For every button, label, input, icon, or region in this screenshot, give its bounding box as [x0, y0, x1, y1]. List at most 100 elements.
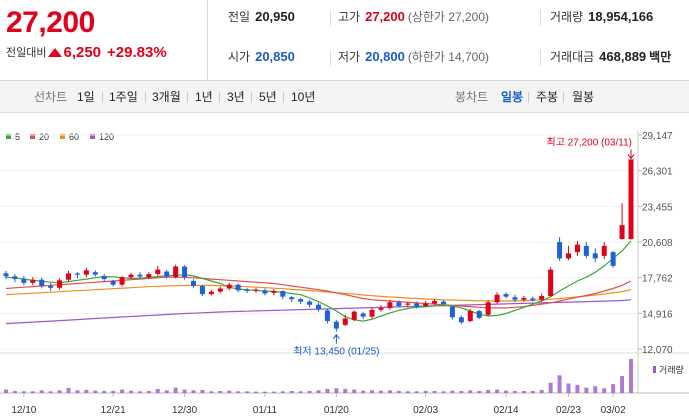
stat-amount: 거래대금 468,889 백만 — [550, 49, 672, 64]
candle-body — [574, 244, 580, 253]
candle-body — [324, 310, 330, 322]
y-tick-label: 29,147 — [642, 131, 673, 142]
candle-body — [57, 280, 63, 288]
period-1d[interactable]: 1일 — [77, 90, 95, 104]
period-3m[interactable]: 3개월 — [152, 90, 181, 104]
volume-bar — [486, 389, 491, 393]
y-tick-label: 12,070 — [642, 345, 673, 356]
candle-body — [628, 159, 634, 239]
legend-swatch-ma120 — [90, 134, 95, 139]
volume-legend-label: 거래량 — [659, 364, 684, 375]
y-axis: 29,147 26,301 23,455 20,608 17,762 14,916 12,0… — [638, 131, 673, 356]
stat-open: 시가 20,850 — [228, 49, 295, 64]
volume-bar — [441, 391, 446, 393]
candle-body — [271, 290, 277, 293]
high-annotation: 최고 27,200 (03/11) — [547, 136, 633, 148]
legend-label-ma120: 120 — [99, 132, 114, 142]
volume-bar — [137, 391, 142, 393]
stat-prev-close: 전일 20,950 — [228, 9, 295, 24]
candle-body — [262, 290, 268, 294]
volume-bar — [262, 391, 267, 393]
volume-bar — [129, 390, 133, 393]
period-10y[interactable]: 10년 — [291, 90, 316, 104]
volume-bar — [155, 388, 160, 393]
volume-bar — [557, 375, 562, 393]
candle-body — [485, 302, 491, 315]
change-label: 전일대비 — [6, 47, 47, 59]
y-tick-label: 14,916 — [642, 309, 673, 320]
x-axis: 12/10 12/21 12/30 01/11 01/20 02/03 02/14 02/23… — [11, 393, 626, 416]
candle-body — [548, 269, 554, 296]
volume-bar — [218, 390, 223, 393]
candle-daily[interactable]: 일봉 — [501, 90, 524, 104]
stat-volume: 거래량 18,954,166 — [550, 9, 654, 24]
volume-bar — [4, 389, 8, 393]
candle-body — [405, 303, 411, 305]
period-1y[interactable]: 1년 — [195, 90, 213, 104]
volume-bar — [111, 390, 116, 393]
volume-bar — [271, 391, 276, 393]
candle-body — [74, 273, 80, 275]
candle-body — [182, 266, 188, 278]
volume-bar — [12, 390, 17, 393]
candle-weekly[interactable]: 주봉 — [536, 90, 559, 104]
volume-bar — [414, 391, 419, 393]
candle-body — [333, 321, 339, 329]
candle-body — [316, 304, 321, 310]
y-tick-label: 20,608 — [642, 238, 673, 249]
period-3y[interactable]: 3년 — [227, 90, 245, 104]
candle-body — [530, 298, 536, 301]
period-1w[interactable]: 1주일 — [109, 90, 138, 104]
volume-bar — [370, 390, 375, 393]
candle-body — [476, 311, 482, 318]
candle-body — [21, 279, 27, 283]
volume-bar — [405, 391, 410, 393]
x-tick-label: 02/23 — [556, 405, 581, 416]
candle-body — [583, 245, 589, 256]
candle-body — [360, 313, 366, 317]
volume-bar — [629, 359, 633, 393]
price-box: 27,200 전일대비 6,250 +29.83% — [0, 0, 208, 81]
volume-bar — [316, 390, 321, 393]
candle-body — [307, 301, 313, 305]
candle-body — [342, 318, 348, 325]
volume-bar — [379, 390, 383, 393]
volume-bar — [611, 384, 616, 393]
change-line: 전일대비 6,250 +29.83% — [6, 44, 167, 61]
legend-label-ma60: 60 — [69, 132, 79, 142]
candle-body — [289, 297, 295, 300]
candle-body — [235, 284, 241, 291]
candle-body — [83, 270, 89, 275]
candle-monthly[interactable]: 월봉 — [572, 90, 595, 104]
candle-body — [217, 288, 223, 292]
volume-bar — [602, 388, 607, 393]
volume-bar — [39, 390, 44, 393]
volume-bar — [423, 390, 428, 393]
current-price: 27,200 — [6, 6, 95, 39]
volume-bar — [164, 390, 169, 393]
x-tick-label: 01/20 — [324, 405, 349, 416]
candle-body — [423, 303, 429, 307]
volume-bar — [450, 390, 455, 393]
legend-swatch-ma60 — [60, 134, 65, 139]
volume-bar — [191, 390, 196, 393]
candle-body — [110, 280, 116, 285]
volume-bar — [352, 389, 357, 393]
candle-body — [48, 285, 54, 288]
volume-bar — [93, 390, 98, 393]
low-arrow-head — [332, 333, 340, 340]
volume-bar — [361, 390, 366, 393]
x-tick-label: 12/21 — [101, 405, 126, 416]
volume-bar — [102, 390, 107, 393]
x-tick-label: 02/14 — [493, 405, 518, 416]
volume-bar — [146, 390, 151, 393]
volume-bars: 거래량 — [4, 359, 684, 393]
candle-body — [208, 291, 214, 295]
volume-bar — [521, 390, 526, 393]
legend-swatch-ma20 — [30, 134, 35, 139]
high-arrow-head — [627, 154, 635, 160]
candle-body — [12, 276, 18, 280]
volume-bar — [495, 389, 500, 393]
period-5y[interactable]: 5년 — [259, 90, 277, 104]
volume-bar — [566, 383, 571, 393]
